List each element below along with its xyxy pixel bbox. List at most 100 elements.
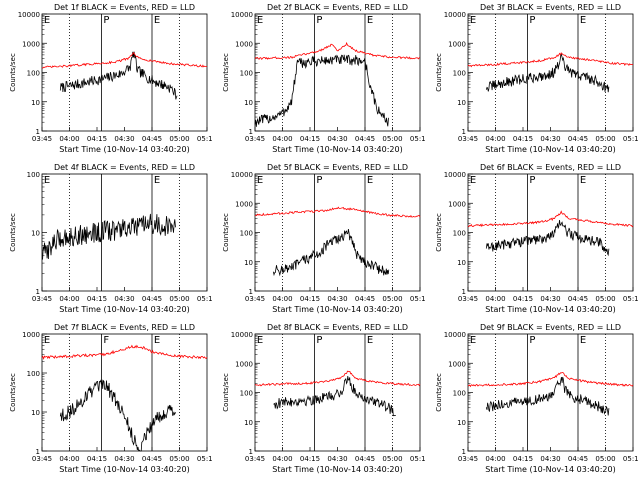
x-tick-label: 04:15 xyxy=(87,135,107,143)
y-tick-label: 1000 xyxy=(448,360,466,368)
x-tick-label: 04:45 xyxy=(142,455,162,463)
interval-marker-label: P xyxy=(316,175,322,186)
x-axis-label: Start Time (10-Nov-14 03:40:20) xyxy=(485,465,615,474)
interval-marker-label: E xyxy=(44,175,50,186)
x-tick-label: 04:45 xyxy=(355,455,375,463)
detector-panel: Det 1f BLACK = Events, RED = LLD E P E 03:45… xyxy=(0,0,217,160)
y-tick-label: 100 xyxy=(240,390,253,398)
interval-marker-label: E xyxy=(367,15,373,26)
x-tick-label: 05:15 xyxy=(197,455,213,463)
x-tick-label: 03:45 xyxy=(245,135,265,143)
x-tick-label: 05:00 xyxy=(382,455,402,463)
detector-panel: Det 5f BLACK = Events, RED = LLD E P E 03:45… xyxy=(213,160,430,320)
x-tick-label: 03:45 xyxy=(32,135,52,143)
y-tick-label: 1 xyxy=(462,288,466,296)
events-series-line xyxy=(41,213,176,260)
interval-marker-label: E xyxy=(44,335,50,346)
y-tick-label: 10 xyxy=(457,99,466,107)
x-tick-label: 05:00 xyxy=(382,135,402,143)
events-series-line xyxy=(59,379,177,452)
y-tick-label: 1000 xyxy=(235,40,253,48)
y-tick-label: 10 xyxy=(31,409,40,417)
x-tick-label: 05:00 xyxy=(382,295,402,303)
y-tick-label: 10 xyxy=(31,230,40,238)
detector-panel: Det 7f BLACK = Events, RED = LLD E F E 03:45… xyxy=(0,320,217,480)
x-tick-label: 04:30 xyxy=(540,135,560,143)
panel-svg: Det 8f BLACK = Events, RED = LLD E P E 03:45… xyxy=(222,323,430,474)
interval-marker-label: E xyxy=(580,15,586,26)
interval-marker-label: E xyxy=(580,335,586,346)
x-tick-label: 05:15 xyxy=(197,135,213,143)
x-tick-label: 04:45 xyxy=(355,295,375,303)
y-axis-label: Counts/sec xyxy=(435,213,443,252)
plot-frame xyxy=(41,173,208,292)
y-tick-label: 10 xyxy=(244,259,253,267)
x-tick-label: 05:15 xyxy=(410,295,426,303)
y-axis-label: Counts/sec xyxy=(222,213,230,252)
lld-series-line xyxy=(467,52,634,68)
y-tick-label: 1000 xyxy=(22,331,40,339)
interval-marker-label: E xyxy=(44,15,50,26)
x-tick-label: 05:00 xyxy=(595,295,615,303)
y-tick-label: 1 xyxy=(36,128,40,136)
detector-panel: Det 2f BLACK = Events, RED = LLD E P E 03:45… xyxy=(213,0,430,160)
x-tick-label: 04:30 xyxy=(114,295,134,303)
x-tick-label: 03:45 xyxy=(458,455,478,463)
x-tick-label: 04:45 xyxy=(568,295,588,303)
panel-svg: Det 2f BLACK = Events, RED = LLD E P E 03:45… xyxy=(222,3,430,154)
x-tick-label: 04:45 xyxy=(568,455,588,463)
y-tick-label: 1 xyxy=(249,128,253,136)
panel-title: Det 4f BLACK = Events, RED = LLD xyxy=(54,163,195,172)
y-tick-label: 10000 xyxy=(444,331,466,339)
interval-marker-label: P xyxy=(529,175,535,186)
y-tick-label: 10 xyxy=(244,99,253,107)
x-tick-label: 05:00 xyxy=(169,135,189,143)
plot-frame xyxy=(41,13,208,132)
panel-svg: Det 9f BLACK = Events, RED = LLD E P E 03:45… xyxy=(435,323,640,474)
interval-marker-label: E xyxy=(154,15,160,26)
x-tick-label: 05:15 xyxy=(623,135,639,143)
x-tick-label: 04:00 xyxy=(272,135,292,143)
x-tick-label: 04:15 xyxy=(513,455,533,463)
x-tick-label: 05:15 xyxy=(410,135,426,143)
y-tick-label: 100 xyxy=(27,370,40,378)
x-tick-label: 04:30 xyxy=(327,135,347,143)
y-tick-label: 10000 xyxy=(231,331,253,339)
x-axis-label: Start Time (10-Nov-14 03:40:20) xyxy=(59,145,189,154)
interval-marker-label: P xyxy=(103,15,109,26)
lld-series-line xyxy=(254,206,421,218)
x-tick-label: 04:45 xyxy=(568,135,588,143)
y-tick-label: 10 xyxy=(31,99,40,107)
y-tick-label: 100 xyxy=(27,70,40,78)
lld-series-line xyxy=(254,370,421,387)
x-axis-label: Start Time (10-Nov-14 03:40:20) xyxy=(59,305,189,314)
x-tick-label: 04:30 xyxy=(114,455,134,463)
events-series-line xyxy=(254,54,389,127)
interval-marker-label: E xyxy=(580,175,586,186)
x-tick-label: 03:45 xyxy=(32,295,52,303)
x-tick-label: 05:15 xyxy=(410,455,426,463)
lld-series-line xyxy=(41,51,208,69)
x-tick-label: 04:00 xyxy=(272,455,292,463)
y-tick-label: 100 xyxy=(27,171,40,179)
x-axis-label: Start Time (10-Nov-14 03:40:20) xyxy=(272,465,402,474)
panel-title: Det 8f BLACK = Events, RED = LLD xyxy=(267,323,408,332)
y-tick-label: 10000 xyxy=(444,11,466,19)
x-tick-label: 04:15 xyxy=(300,135,320,143)
panel-title: Det 2f BLACK = Events, RED = LLD xyxy=(267,3,408,12)
panel-title: Det 6f BLACK = Events, RED = LLD xyxy=(480,163,621,172)
interval-marker-label: E xyxy=(470,15,476,26)
y-tick-label: 1 xyxy=(462,128,466,136)
x-axis-label: Start Time (10-Nov-14 03:40:20) xyxy=(272,145,402,154)
interval-marker-label: E xyxy=(257,335,263,346)
plot-frame xyxy=(254,333,421,452)
x-tick-label: 03:45 xyxy=(245,295,265,303)
x-tick-label: 04:00 xyxy=(59,295,79,303)
x-tick-label: 05:00 xyxy=(595,135,615,143)
y-tick-label: 1 xyxy=(462,448,466,456)
x-tick-label: 04:30 xyxy=(540,455,560,463)
y-tick-label: 1 xyxy=(36,448,40,456)
x-tick-label: 03:45 xyxy=(458,135,478,143)
panel-title: Det 5f BLACK = Events, RED = LLD xyxy=(267,163,408,172)
interval-marker-label: P xyxy=(316,15,322,26)
